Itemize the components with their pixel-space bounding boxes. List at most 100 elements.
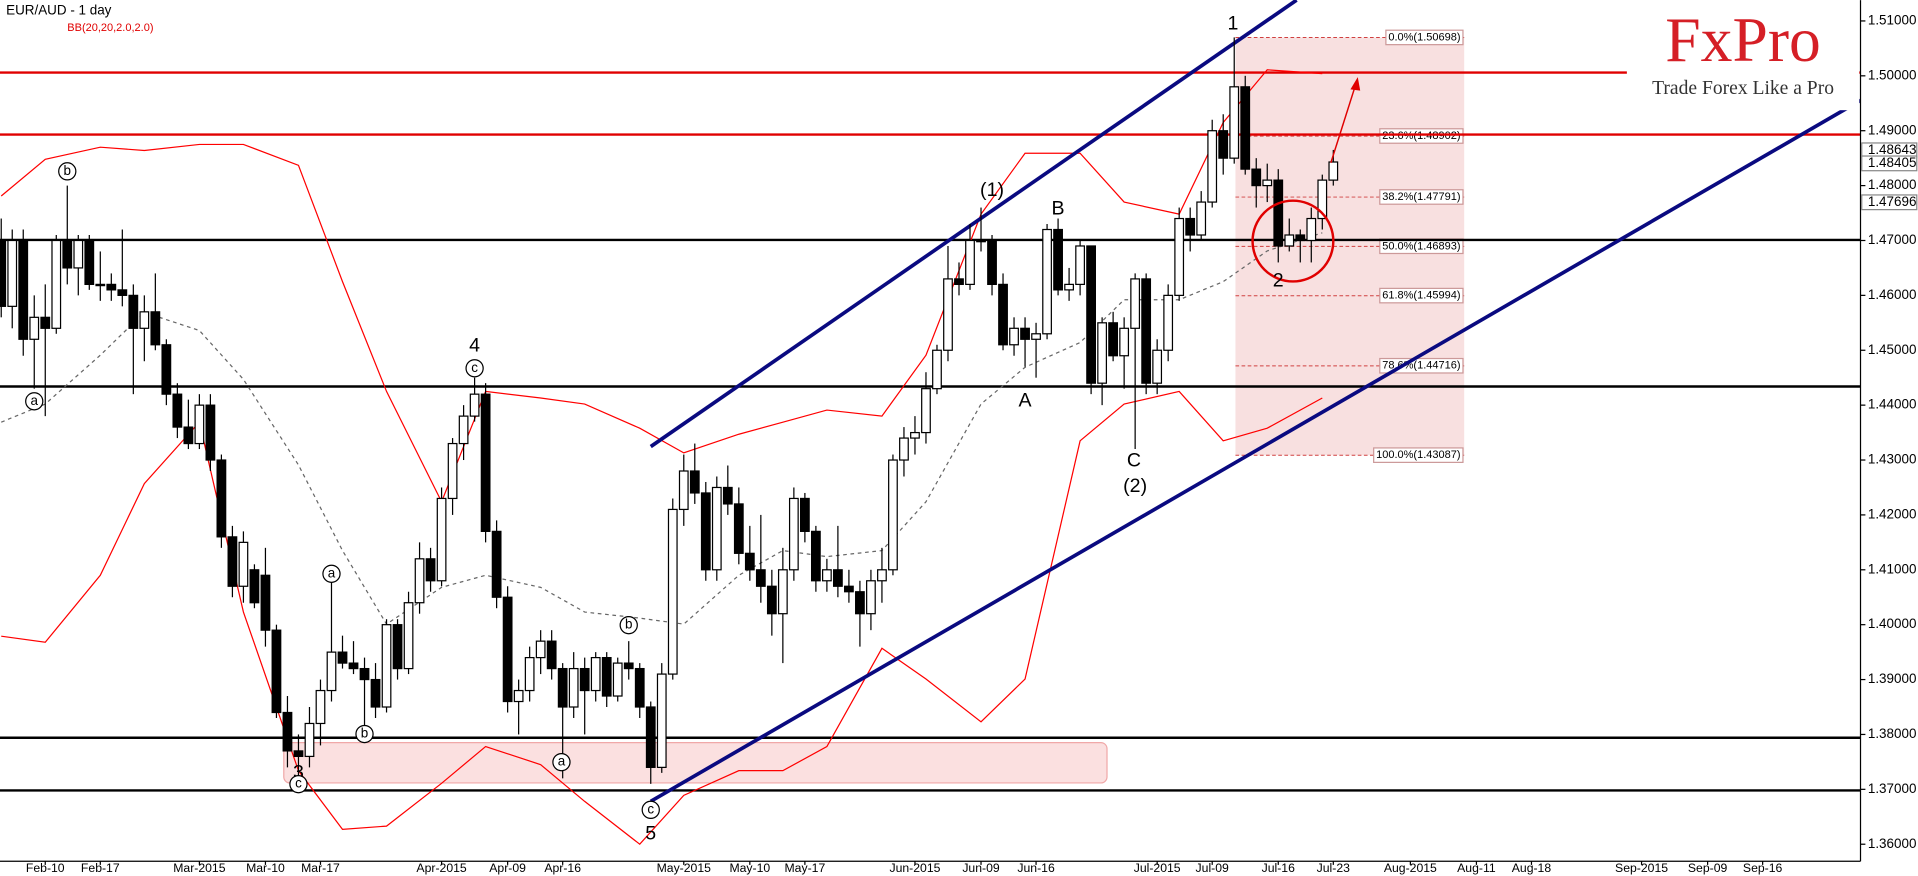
y-tick-label: 1.48000	[1868, 177, 1917, 192]
wave-sublabel: a	[31, 393, 39, 408]
price-tag: 1.48405	[1868, 155, 1917, 170]
candle-body	[502, 596, 513, 703]
fib-label: 78.6%(1.44716)	[1382, 360, 1460, 372]
x-tick-label: Feb-17	[81, 861, 120, 875]
candle-body	[733, 503, 744, 554]
candle-body	[744, 552, 755, 571]
candle-body	[282, 711, 293, 752]
candle-body	[315, 689, 326, 725]
levels-layer	[0, 71, 1861, 792]
x-tick-label: Mar-10	[246, 861, 285, 875]
fib-label: 100.0%(1.43087)	[1376, 449, 1460, 461]
candle-body	[95, 283, 106, 287]
candle-body	[755, 569, 766, 587]
candle-body	[337, 651, 348, 664]
candle-body	[271, 629, 282, 714]
price-tag: 1.48643	[1868, 142, 1917, 157]
candle-body	[425, 558, 436, 582]
candle-body	[480, 393, 491, 532]
candle-body	[469, 393, 480, 417]
candle-body	[678, 470, 689, 511]
wave-label: B	[1052, 197, 1065, 219]
candle-body	[899, 437, 909, 461]
candle-body	[1328, 161, 1339, 181]
candle-body	[205, 404, 216, 461]
candle-body	[579, 667, 590, 692]
candle-body	[62, 239, 73, 269]
candle-body	[568, 667, 579, 708]
label-circle	[619, 615, 638, 635]
candle-body	[150, 311, 161, 346]
arrow-head	[1350, 77, 1361, 91]
y-tick-label: 1.38000	[1868, 726, 1917, 741]
candle-body	[987, 239, 997, 286]
y-tick-label: 1.40000	[1868, 616, 1917, 631]
y-tick-label: 1.46000	[1868, 287, 1917, 302]
logo-background	[1626, 0, 1860, 111]
wave-label: C	[1127, 449, 1141, 471]
bollinger-middle	[0, 232, 1323, 625]
candle-body	[1262, 179, 1273, 187]
wave-sublabel: c	[647, 801, 654, 816]
candle-body	[1306, 217, 1317, 242]
candle-body	[73, 239, 84, 269]
candle-body	[117, 289, 128, 296]
candle-body	[249, 569, 260, 604]
label-circle	[25, 392, 44, 411]
wave-sublabel: a	[328, 565, 336, 580]
candle-body	[1152, 349, 1163, 384]
x-tick-label: Jul-16	[1262, 861, 1295, 875]
candle-body	[689, 470, 700, 494]
candle-body	[128, 294, 139, 329]
candle-body	[1064, 283, 1074, 291]
candle-body	[29, 316, 40, 340]
label-circle	[552, 752, 571, 772]
logo-tagline: Trade Forex Like a Pro	[1652, 78, 1834, 99]
fib-label: 50.0%(1.46893)	[1382, 240, 1460, 252]
wave-label: 3	[293, 761, 304, 783]
candle-body	[1251, 168, 1262, 187]
candle-body	[590, 656, 601, 692]
y-tick-label: 1.42000	[1868, 506, 1917, 521]
candle-body	[1075, 245, 1085, 286]
candle-body	[513, 689, 524, 703]
x-tick-label: Mar-17	[301, 861, 340, 875]
wave-sublabel: a	[558, 754, 566, 769]
x-tick-label: May-10	[729, 861, 770, 875]
wave-label: (1)	[980, 179, 1004, 201]
candle-body	[0, 239, 7, 307]
candle-body	[1042, 228, 1052, 335]
candle-body	[1163, 294, 1174, 351]
candle-body	[1229, 86, 1240, 159]
candle-body	[524, 656, 535, 692]
x-tick-label: May-17	[785, 861, 826, 875]
y-tick-label: 1.41000	[1868, 561, 1917, 576]
candle-body	[359, 667, 370, 681]
candles-layer	[0, 37, 1339, 784]
y-tick-label: 1.49000	[1868, 122, 1917, 137]
candle-body	[436, 497, 447, 582]
candle-body	[557, 667, 568, 708]
y-tick-label: 1.39000	[1868, 671, 1917, 686]
candle-body	[954, 278, 964, 286]
fib-label-box	[1373, 447, 1464, 463]
x-tick-label: Jul-09	[1196, 861, 1229, 875]
x-axis-background	[0, 861, 1861, 876]
wave-sublabel: c	[471, 360, 478, 375]
candle-body	[866, 580, 876, 615]
candle-body	[546, 640, 557, 670]
wave-label: (2)	[1123, 475, 1147, 497]
candle-body	[998, 283, 1008, 346]
candle-body	[348, 662, 359, 670]
candle-body	[965, 239, 975, 286]
x-tick-label: May-2015	[657, 861, 712, 875]
candle-body	[1273, 179, 1284, 247]
y-tick-label: 1.44000	[1868, 397, 1917, 412]
candle-body	[601, 656, 612, 697]
candle-body	[447, 442, 458, 500]
logo: FxPro Trade Forex Like a Pro	[1626, 0, 1860, 111]
candle-body	[634, 667, 645, 708]
label-circle	[322, 564, 341, 583]
